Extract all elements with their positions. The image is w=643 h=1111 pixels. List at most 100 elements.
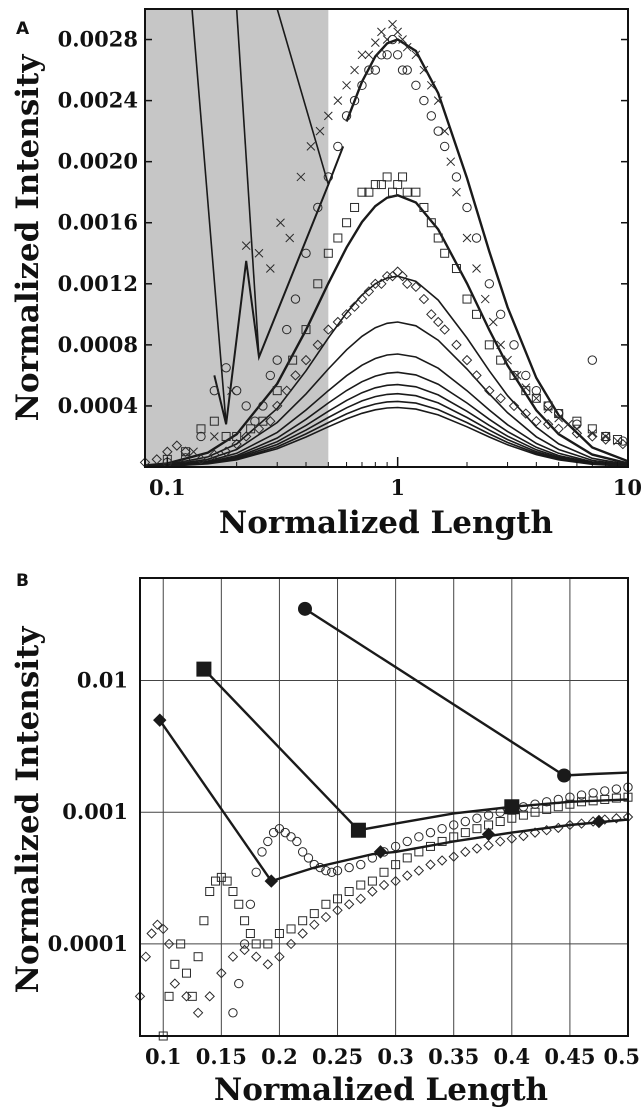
panel-b-point-diamond — [343, 899, 355, 910]
panel-b-point-square — [222, 876, 232, 886]
panel-b-point-diamond — [413, 865, 425, 876]
panel-a-point-diamond — [471, 370, 482, 381]
panel-a-point-square — [543, 401, 553, 411]
panel-b-point-square — [199, 916, 209, 926]
panel-b-xtick-label: 0.3 — [377, 1044, 414, 1069]
panel-a-point-x — [350, 65, 359, 75]
panel-a-point-diamond — [265, 415, 276, 427]
panel-b-point-circle — [297, 847, 308, 857]
panel-b-tail-curve-1 — [358, 798, 629, 832]
panel-a-point-x — [306, 142, 316, 151]
panel-b-point-diamond — [239, 944, 250, 956]
panel-b-point-square — [187, 991, 197, 1001]
panel-a-point-circle — [272, 355, 282, 365]
panel-a-point-x — [587, 429, 597, 438]
panel-a-point-square — [364, 187, 374, 197]
panel-b-ytick-label: 0.01 — [77, 667, 128, 692]
panel-b-point-square — [379, 867, 389, 877]
panel-b-plot-area — [134, 601, 634, 1041]
panel-a-point-diamond — [323, 324, 334, 335]
panel-b-endpoint-filled-circle — [297, 601, 312, 616]
panel-a-point-circle — [231, 385, 242, 396]
panel-a-point-circle — [258, 401, 268, 411]
panel-b-point-diamond — [564, 819, 576, 831]
panel-b-point-circle — [611, 784, 622, 794]
panel-a-point-diamond — [508, 400, 520, 412]
panel-b-point-square — [518, 810, 528, 820]
panel-b-point-diamond — [460, 846, 471, 858]
panel-b-point-circle — [588, 788, 598, 798]
panel-a-point-square — [342, 218, 352, 228]
panel-a-point-square — [370, 180, 380, 190]
panel-b-point-square — [274, 929, 284, 939]
panel-a-ytick-label: 0.0020 — [58, 149, 138, 174]
panel-a-point-diamond — [571, 428, 583, 439]
panel-a-point-circle — [323, 172, 334, 182]
panel-a-point-diamond — [418, 293, 430, 305]
panel-a-ytick-label: 0.0012 — [58, 271, 138, 296]
panel-a-xtick-label: 1 — [390, 475, 405, 500]
panel-b-point-square — [530, 807, 540, 817]
panel-b-point-circle — [245, 899, 256, 909]
panel-b-point-circle — [600, 786, 610, 796]
panel-a-point-circle — [433, 126, 443, 136]
panel-a-point-circle — [471, 233, 482, 243]
panel-b-point-square — [356, 880, 366, 890]
panel-a-point-square — [357, 187, 367, 197]
panel-b-point-diamond — [378, 879, 390, 891]
panel-b-point-diamond — [274, 951, 285, 962]
panel-b-point-square — [391, 860, 401, 870]
panel-a-point-circle — [426, 111, 437, 121]
panel-a-point-square — [484, 340, 494, 350]
panel-a-point-square — [258, 416, 268, 426]
panel-a-point-diamond — [151, 454, 162, 465]
panel-a-point-circle — [313, 202, 323, 213]
panel-a-point-x — [377, 27, 386, 37]
panel-b-endpoint-filled-diamond — [153, 713, 167, 727]
panel-a-point-x — [227, 386, 236, 396]
panel-a-point-circle — [572, 419, 582, 429]
panel-b-point-circle — [414, 832, 424, 842]
panel-a-point-square — [419, 202, 429, 212]
panel-a-point-circle — [357, 80, 367, 91]
panel-a-point-x — [333, 96, 343, 105]
panel-a-point-x — [462, 233, 472, 243]
panel-b-endpoint-filled-diamond — [264, 874, 279, 888]
panel-b-point-circle — [402, 836, 412, 847]
panel-a-point-diamond — [220, 446, 232, 457]
panel-a-point-circle — [301, 248, 311, 258]
panel-b-xtick-label: 0.25 — [312, 1044, 363, 1069]
panel-a-point-circle — [387, 34, 398, 45]
panel-a-point-circle — [451, 172, 462, 182]
panel-b-xtick-label: 0.15 — [196, 1044, 247, 1069]
panel-b-point-square — [472, 824, 482, 834]
panel-a-point-square — [472, 309, 482, 319]
panel-b-point-diamond — [309, 919, 320, 930]
panel-a-point-circle — [282, 324, 292, 335]
panel-b-frame — [139, 577, 629, 1037]
panel-a-point-square — [388, 187, 398, 197]
panel-a-point-circle — [364, 65, 374, 75]
panel-a-point-square — [572, 416, 582, 426]
panel-a-point-x — [426, 80, 436, 90]
panel-a-point-circle — [333, 141, 343, 152]
panel-a-curve-6 — [144, 383, 629, 468]
panel-b-tail-curve-0 — [564, 771, 629, 777]
panel-a-point-diamond — [341, 309, 352, 320]
panel-a-point-x — [265, 264, 275, 273]
panel-a-point-diamond — [300, 354, 312, 366]
panel-a: A 0.00040.00080.00120.00160.00200.00240.… — [10, 8, 642, 541]
panel-a-point-diamond — [180, 446, 191, 457]
panel-b-point-circle — [268, 827, 279, 838]
panel-a-point-circle — [509, 340, 519, 350]
panel-a-point-circle — [397, 65, 408, 75]
panel-b-point-square — [542, 804, 552, 814]
panel-b-point-square — [298, 916, 308, 926]
panel-a-point-diamond — [426, 309, 437, 320]
panel-a-point-x — [411, 50, 421, 60]
panel-a-point-square — [272, 386, 282, 396]
panel-a-point-x — [402, 42, 412, 52]
panel-b-point-circle — [472, 813, 482, 823]
panel-a-point-diamond — [332, 316, 344, 328]
panel-a-point-diamond — [617, 438, 629, 450]
